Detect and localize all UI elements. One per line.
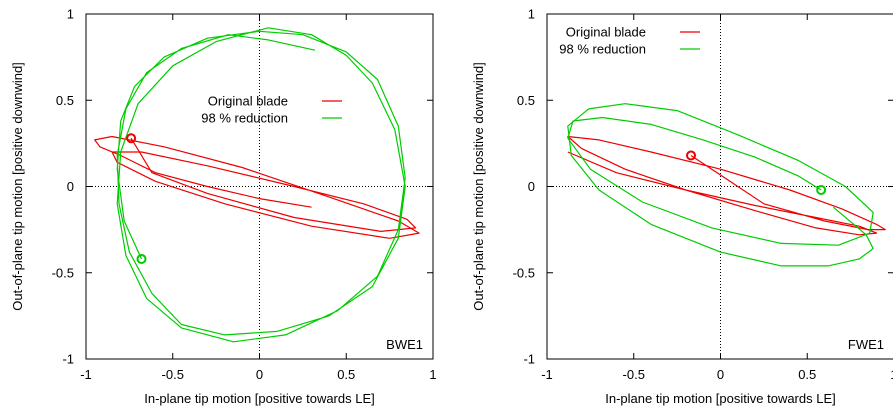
x-tick-label: 1 <box>890 367 893 382</box>
legend: Original blade 98 % reduction <box>201 94 342 126</box>
x-tick-label: 1 <box>429 367 436 382</box>
panel-tag: FWE1 <box>848 337 884 352</box>
legend-label: Original blade <box>208 94 288 109</box>
start-marker-original-blade <box>686 150 697 161</box>
legend-label: 98 % reduction <box>559 42 646 57</box>
x-axis-label: In-plane tip motion [positive towards LE… <box>605 391 836 406</box>
y-tick-label: -1 <box>62 352 74 367</box>
x-tick-label: 0.5 <box>337 367 355 382</box>
y-tick-label: 1 <box>528 7 535 22</box>
y-tick-label: -1 <box>523 352 535 367</box>
legend: Original blade 98 % reduction <box>559 25 700 57</box>
y-tick-label: 0.5 <box>56 93 74 108</box>
x-tick-label: -1 <box>541 367 553 382</box>
x-tick-label: -1 <box>80 367 92 382</box>
series-line-reduction <box>567 103 874 267</box>
x-tick-label: 0.5 <box>798 367 816 382</box>
y-axis-label: Out-of-plane tip motion [positive downwi… <box>10 62 25 311</box>
y-tick-label: -0.5 <box>52 265 74 280</box>
x-tick-label: 0 <box>717 367 724 382</box>
legend-label: 98 % reduction <box>201 111 288 126</box>
chart-panel-2: -1 -0.5 0 0.5 1 -1 -0.5 0 0.5 1 In-plane tip motio… <box>471 7 893 406</box>
chart-panel-1: -1 -0.5 0 0.5 1 -1 -0.5 0 0.5 1 In-plane tip motio… <box>10 7 437 407</box>
y-tick-label: 0 <box>67 179 74 194</box>
y-axis-label: Out-of-plane tip motion [positive downwi… <box>471 62 486 311</box>
panel-tag: BWE1 <box>386 337 423 352</box>
legend-label: Original blade <box>566 25 646 40</box>
y-tick-label: 0.5 <box>517 93 535 108</box>
series-line-reduction <box>116 27 406 343</box>
start-marker-reduction <box>816 184 827 195</box>
start-marker-original-blade <box>126 133 137 144</box>
y-tick-label: 0 <box>528 179 535 194</box>
x-tick-label: -0.5 <box>623 367 645 382</box>
x-axis-label: In-plane tip motion [positive towards LE… <box>144 391 375 406</box>
y-tick-label: 1 <box>67 7 74 22</box>
series-line-original-blade <box>94 135 420 239</box>
start-marker-reduction <box>136 253 147 264</box>
y-tick-label: -0.5 <box>513 265 535 280</box>
x-tick-label: 0 <box>256 367 263 382</box>
x-tick-label: -0.5 <box>162 367 184 382</box>
